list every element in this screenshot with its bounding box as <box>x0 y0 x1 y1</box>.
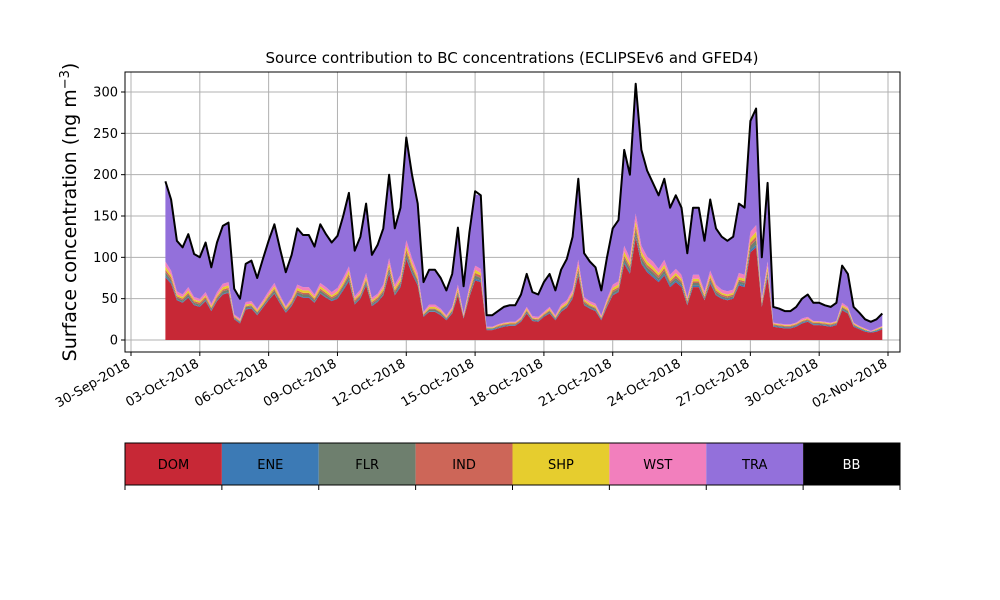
legend-label-tra: TRA <box>741 458 767 473</box>
y-tick-label: 250 <box>93 127 118 142</box>
x-tick-label: 21-Oct-2018 <box>536 356 614 410</box>
legend-swatch-ene <box>221 443 319 485</box>
y-tick-label: 100 <box>93 251 118 266</box>
x-tick-label: 02-Nov-2018 <box>810 356 890 411</box>
legend-label-wst: WST <box>643 458 672 473</box>
plot-frame <box>124 71 901 353</box>
total-line <box>164 82 884 323</box>
series-area-tra <box>165 83 883 331</box>
legend-label-shp: SHP <box>548 458 574 473</box>
legend-swatch-ind <box>415 443 513 485</box>
plot-area: 0 50 100 150 200 250 300 30-Sep-201803-Oct-2018… <box>53 71 901 411</box>
y-tick-label: 300 <box>93 86 118 101</box>
x-tick-label: 24-Oct-2018 <box>605 356 683 410</box>
legend-swatch-bb <box>803 443 900 485</box>
y-tick-label: 200 <box>93 168 118 183</box>
x-tick-label: 03-Oct-2018 <box>123 356 201 410</box>
x-tick-label: 30-Oct-2018 <box>743 356 821 410</box>
series-area-shp <box>165 221 883 332</box>
legend-colorbar: DOM ENE FLR IND SHP WST TRA BB <box>124 442 901 490</box>
legend-swatch-flr <box>318 443 416 485</box>
y-axis-label: Surface concentration (ng m−3) <box>58 63 81 362</box>
legend-label-ind: IND <box>452 458 476 473</box>
series-area-dom <box>165 237 883 340</box>
y-axis-label-close: ) <box>59 63 81 70</box>
x-tick-label: 30-Sep-2018 <box>53 356 133 411</box>
x-tick-label: 09-Oct-2018 <box>261 356 339 410</box>
legend-label-ene: ENE <box>257 458 283 473</box>
y-axis-label-main: Surface concentration (ng m <box>59 89 81 361</box>
x-tick-label: 06-Oct-2018 <box>192 356 270 410</box>
series-area-wst <box>165 213 883 332</box>
y-axis-label-superscript: −3 <box>58 70 73 89</box>
y-tick-label: 50 <box>101 292 118 307</box>
x-tick-label: 12-Oct-2018 <box>330 356 408 410</box>
series-area-ind <box>165 225 883 332</box>
x-tick-label: 15-Oct-2018 <box>399 356 477 410</box>
legend-swatch-dom <box>125 443 222 485</box>
legend-label-bb: BB <box>843 458 861 473</box>
legend-swatch-wst <box>609 443 707 485</box>
legend-swatch-tra <box>706 443 804 485</box>
chart-title: Source contribution to BC concentrations… <box>265 49 758 67</box>
y-tick-label: 150 <box>93 210 118 225</box>
legend-label-flr: FLR <box>355 458 379 473</box>
legend-label-dom: DOM <box>158 458 189 473</box>
x-tick-label: 18-Oct-2018 <box>468 356 546 410</box>
legend-swatch-shp <box>512 443 610 485</box>
y-tick-label: 0 <box>110 334 118 349</box>
x-tick-label: 27-Oct-2018 <box>674 356 752 410</box>
series-area-ene <box>165 235 883 333</box>
